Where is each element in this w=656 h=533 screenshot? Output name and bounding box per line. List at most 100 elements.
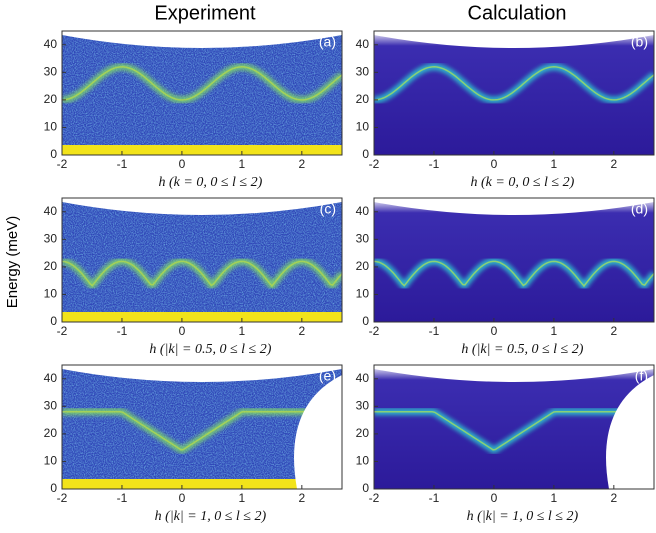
column-title: Experiment xyxy=(154,2,256,24)
x-tick-label: -2 xyxy=(369,491,380,505)
panel-label: (e) xyxy=(319,368,336,384)
edge-mask xyxy=(606,375,654,489)
y-tick-label: 10 xyxy=(356,287,370,301)
edge-mask xyxy=(294,375,342,489)
y-tick-label: 40 xyxy=(356,37,370,51)
x-tick-label: 1 xyxy=(239,157,246,171)
y-tick-label: 0 xyxy=(362,147,369,161)
x-tick-label: -2 xyxy=(57,491,68,505)
x-tick-label: 1 xyxy=(551,157,558,171)
x-tick-label: 1 xyxy=(239,324,246,338)
y-tick-label: 20 xyxy=(44,259,58,273)
x-tick-label: -1 xyxy=(117,157,128,171)
elastic-line xyxy=(62,312,342,322)
top-mask xyxy=(374,198,654,215)
y-tick-label: 40 xyxy=(44,204,58,218)
x-tick-label: 2 xyxy=(610,157,617,171)
dispersion-core xyxy=(374,411,654,451)
frame xyxy=(373,30,655,156)
x-tick-label: -1 xyxy=(429,324,440,338)
y-axis-label: Energy (meV) xyxy=(4,216,21,309)
x-tick-label: 1 xyxy=(551,491,558,505)
intensity-map xyxy=(374,198,654,322)
x-tick-label: 2 xyxy=(610,324,617,338)
column-title: Calculation xyxy=(468,2,567,24)
top-mask xyxy=(62,365,342,382)
y-tick-label: 40 xyxy=(356,204,370,218)
panel-label: (c) xyxy=(320,201,336,217)
x-tick-label: 2 xyxy=(298,324,305,338)
top-mask xyxy=(374,31,654,48)
x-tick-label: 0 xyxy=(491,491,498,505)
intensity-map xyxy=(62,198,342,322)
y-tick-label: 30 xyxy=(44,65,58,79)
x-tick-label: -2 xyxy=(57,157,68,171)
x-tick-label: 0 xyxy=(179,491,186,505)
frame xyxy=(61,364,343,490)
y-tick-label: 30 xyxy=(356,65,370,79)
frame xyxy=(61,30,343,156)
x-axis-label: h (|k| = 0.5, 0 ≤ l ≤ 2) xyxy=(149,342,271,357)
x-axis-label: h (k = 0, 0 ≤ l ≤ 2) xyxy=(471,175,575,190)
y-tick-label: 10 xyxy=(356,454,370,468)
x-axis-label: h (|k| = 0.5, 0 ≤ l ≤ 2) xyxy=(461,342,583,357)
dispersion-core xyxy=(374,66,654,101)
x-tick-label: -2 xyxy=(369,324,380,338)
x-tick-label: -2 xyxy=(369,157,380,171)
y-tick-label: 30 xyxy=(44,232,58,246)
y-tick-label: 10 xyxy=(44,454,58,468)
y-tick-label: 20 xyxy=(356,92,370,106)
x-tick-label: 2 xyxy=(298,491,305,505)
y-tick-label: 10 xyxy=(44,287,58,301)
elastic-line xyxy=(62,145,342,155)
y-tick-label: 0 xyxy=(50,314,57,328)
intensity-map xyxy=(62,365,342,489)
y-tick-label: 30 xyxy=(44,399,58,413)
y-tick-label: 40 xyxy=(356,371,370,385)
y-tick-label: 20 xyxy=(44,92,58,106)
x-tick-label: 2 xyxy=(298,157,305,171)
x-tick-label: 1 xyxy=(239,491,246,505)
y-tick-label: 10 xyxy=(356,120,370,134)
top-mask xyxy=(62,198,342,215)
y-tick-label: 10 xyxy=(44,120,58,134)
y-tick-label: 20 xyxy=(356,426,370,440)
y-tick-label: 0 xyxy=(50,147,57,161)
x-tick-label: 0 xyxy=(179,324,186,338)
elastic-line xyxy=(62,479,342,489)
y-tick-label: 40 xyxy=(44,371,58,385)
x-axis-label: h (|k| = 1, 0 ≤ l ≤ 2) xyxy=(155,509,267,524)
panel-label: (d) xyxy=(631,201,648,217)
x-axis-label: h (|k| = 1, 0 ≤ l ≤ 2) xyxy=(467,509,579,524)
y-tick-label: 0 xyxy=(362,481,369,495)
x-tick-label: -1 xyxy=(117,491,128,505)
x-tick-label: 2 xyxy=(610,491,617,505)
x-tick-label: -1 xyxy=(429,157,440,171)
y-tick-label: 20 xyxy=(44,426,58,440)
x-tick-label: -1 xyxy=(429,491,440,505)
x-tick-label: -1 xyxy=(117,324,128,338)
x-tick-label: -2 xyxy=(57,324,68,338)
x-tick-label: 0 xyxy=(491,324,498,338)
x-tick-label: 0 xyxy=(179,157,186,171)
panel-label: (b) xyxy=(631,34,648,50)
x-tick-label: 1 xyxy=(551,324,558,338)
intensity-map xyxy=(62,31,342,155)
panel-label: (a) xyxy=(319,34,336,50)
y-tick-label: 0 xyxy=(362,314,369,328)
top-mask xyxy=(62,31,342,48)
panel-label: (f) xyxy=(635,368,648,384)
top-mask xyxy=(374,365,654,382)
intensity-map xyxy=(374,365,654,489)
y-tick-label: 20 xyxy=(356,259,370,273)
dispersion-core xyxy=(62,260,342,288)
y-tick-label: 40 xyxy=(44,37,58,51)
dispersion-core xyxy=(62,66,342,101)
